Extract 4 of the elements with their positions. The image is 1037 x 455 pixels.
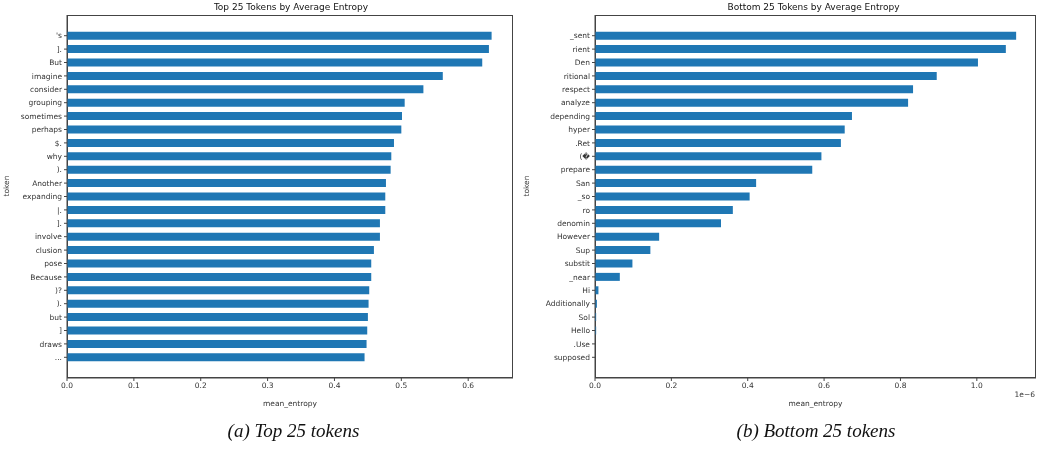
text: (a) Top 25 tokens: [226, 420, 361, 442]
chart-title: Top 25 Tokens by Average Entropy: [212, 2, 370, 12]
chart-title: Bottom 25 Tokens by Average Entropy: [726, 2, 901, 12]
text: (b) Bottom 25 tokens: [735, 420, 897, 442]
